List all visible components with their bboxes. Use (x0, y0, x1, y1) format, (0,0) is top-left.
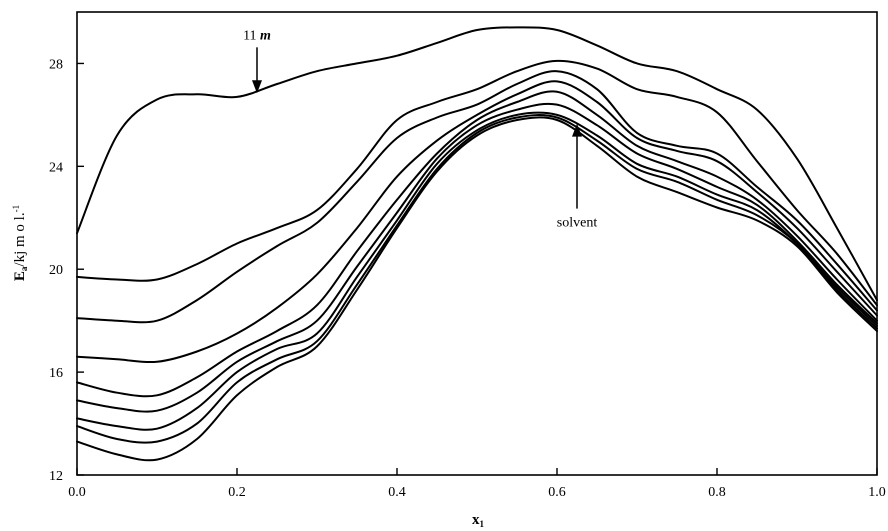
series-line-7 (76, 111, 878, 431)
series-line-8 (76, 114, 878, 444)
x-tick-label: 0.6 (548, 485, 566, 500)
annotation-arrow-solvent-head (572, 123, 582, 137)
y-axis-title: Ea/kj m o l.-1 (11, 205, 29, 281)
chart-series (76, 26, 878, 462)
x-tick-label: 0.4 (388, 485, 406, 500)
y-tick-label: 12 (49, 469, 63, 484)
y-axis-ticks: 12 16 20 24 28 (49, 57, 84, 484)
annotation-11m-unit: m (260, 28, 271, 43)
series-line-5 (76, 90, 878, 398)
annotation-solvent-label: solvent (557, 216, 598, 231)
x-axis-ticks: 0.0 0.2 0.4 0.6 0.8 1.0 (68, 468, 886, 500)
x-tick-label: 0.0 (68, 485, 86, 500)
y-axis-title-unit: /kj m o l. (12, 212, 28, 266)
x-tick-label: 1.0 (868, 485, 886, 500)
series-line-2 (76, 59, 878, 307)
chart-annotations: 11 m solvent (243, 28, 597, 230)
annotation-11m-number: 11 (243, 28, 260, 43)
x-axis-title-main: x (472, 512, 480, 528)
annotation-arrow-11m-head (252, 80, 262, 94)
annotation-11m-label: 11 m (243, 28, 271, 43)
y-axis-title-main: E (12, 271, 28, 281)
series-line-4 (76, 80, 878, 364)
y-tick-label: 20 (49, 263, 63, 278)
y-axis-title-sub: a (19, 266, 29, 271)
series-line-3 (76, 70, 878, 324)
y-tick-label: 24 (49, 160, 63, 175)
series-line-9 (76, 116, 878, 462)
y-tick-label: 28 (49, 57, 63, 72)
x-axis-title-sub: 1 (480, 519, 485, 529)
x-tick-label: 0.8 (708, 485, 726, 500)
series-line-6 (76, 102, 878, 413)
x-axis-title: x1 (472, 512, 485, 529)
series-line-1 (76, 26, 878, 302)
x-tick-label: 0.2 (228, 485, 246, 500)
plot-frame (76, 11, 878, 476)
y-axis-title-sup: -1 (11, 205, 21, 213)
y-tick-label: 16 (49, 366, 63, 381)
